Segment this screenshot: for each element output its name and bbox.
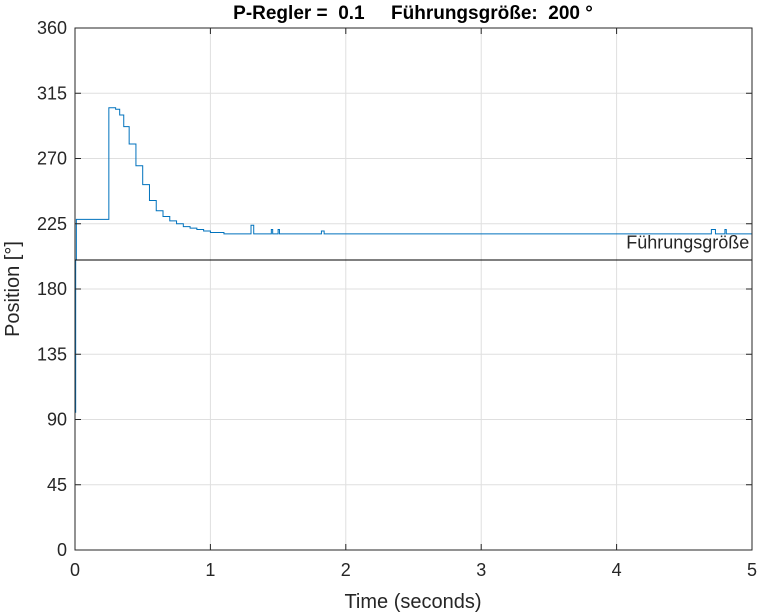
y-tick-label: 360 [37,18,67,38]
y-tick-label: 225 [37,214,67,234]
y-tick-label: 180 [37,279,67,299]
chart-title: P-Regler = 0.1 Führungsgröße: 200 ° [233,3,593,24]
x-tick-label: 2 [341,560,351,580]
x-tick-label: 0 [70,560,80,580]
x-tick-label: 4 [612,560,622,580]
series-line-response [75,107,752,413]
y-tick-label: 90 [47,410,67,430]
annotations: Führungsgröße [626,232,749,252]
y-tick-label: 135 [37,344,67,364]
grid [75,28,752,550]
y-tick-label: 0 [57,540,67,560]
series-group [75,107,752,413]
y-axis-label: Position [°] [2,241,24,337]
x-axis-label: Time (seconds) [344,591,481,613]
y-tick-label: 45 [47,475,67,495]
x-tick-label: 1 [205,560,215,580]
y-tick-label: 315 [37,83,67,103]
x-tick-label: 3 [476,560,486,580]
y-tick-label: 270 [37,149,67,169]
x-tick-label: 5 [747,560,757,580]
annotation-label: Führungsgröße [626,232,749,252]
